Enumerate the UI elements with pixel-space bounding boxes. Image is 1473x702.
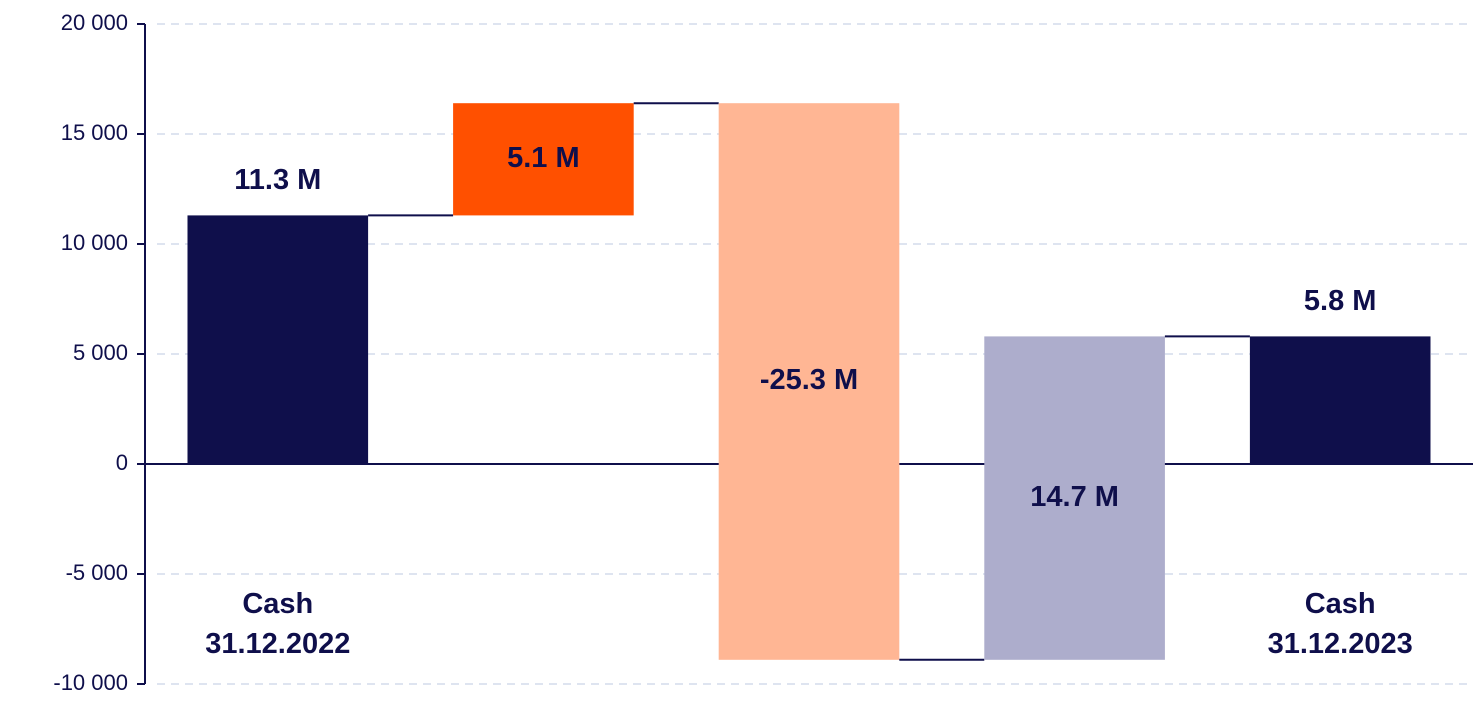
y-tick-label: 20 000 (61, 10, 128, 35)
value-label: 5.8 M (1304, 285, 1377, 317)
y-tick-label: -10 000 (53, 670, 128, 695)
bar (453, 103, 634, 216)
y-tick-label: 10 000 (61, 230, 128, 255)
y-tick-label: 5 000 (73, 340, 128, 365)
bar (984, 336, 1165, 660)
bar (1249, 336, 1431, 464)
value-label: 14.7 M (1030, 481, 1119, 513)
y-tick-label: 15 000 (61, 120, 128, 145)
x-category-label: Cash 31.12.2023 (1268, 588, 1413, 660)
y-tick-label: 0 (116, 450, 128, 475)
value-label: 11.3 M (234, 164, 321, 196)
value-label: 5.1 M (507, 142, 580, 174)
bar (187, 215, 369, 464)
bar (718, 103, 900, 660)
y-tick-label: -5 000 (66, 560, 128, 585)
x-category-label: Cash 31.12.2022 (205, 588, 350, 660)
value-label: -25.3 M (760, 364, 858, 396)
